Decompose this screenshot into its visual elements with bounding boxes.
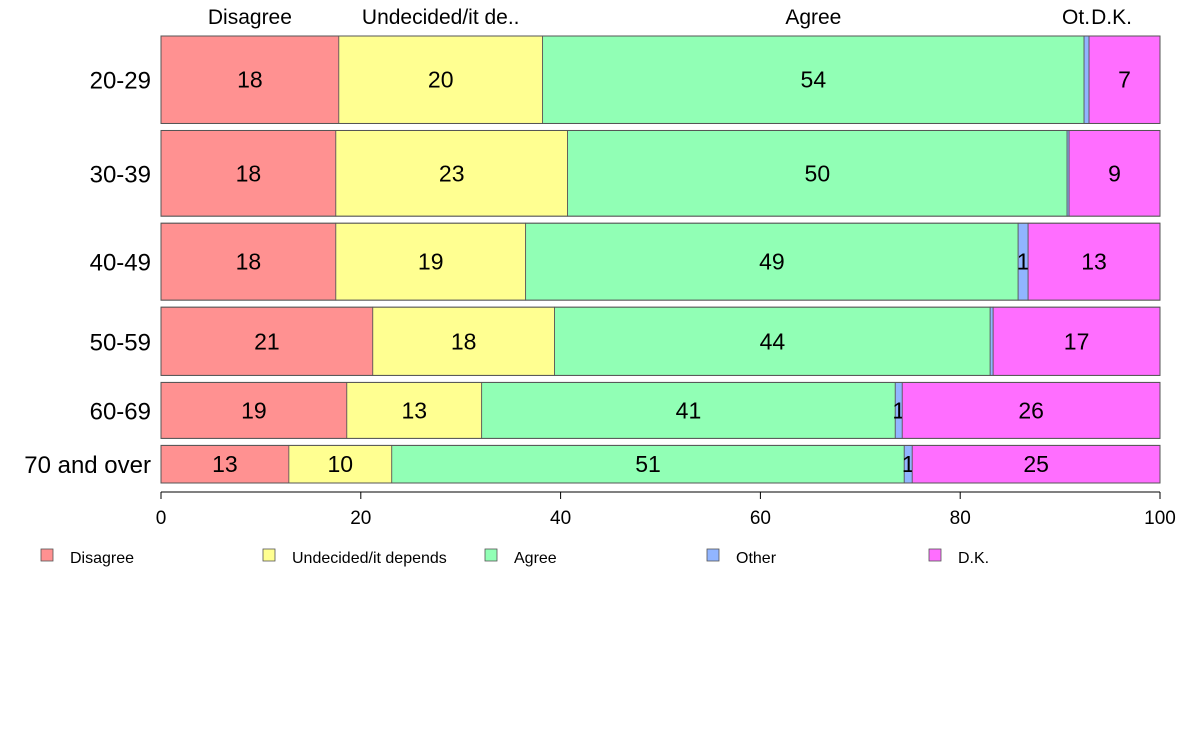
y-tick-label: 20-29 bbox=[90, 68, 151, 95]
bar-value-label: 18 bbox=[236, 249, 262, 275]
bar-value-label: 41 bbox=[676, 397, 702, 423]
x-tick-label: 0 bbox=[156, 508, 167, 529]
bar-row: 18 20 54 7 bbox=[160, 35, 1161, 124]
top-category-label: Ot. bbox=[1062, 6, 1090, 29]
legend-item: Other bbox=[706, 548, 777, 567]
bar-row: 21 18 44 17 bbox=[160, 306, 1161, 376]
bar-outline bbox=[160, 129, 1161, 217]
bar-segment bbox=[554, 306, 991, 376]
legend-label: Undecided/it depends bbox=[292, 550, 447, 567]
bar-segment bbox=[992, 306, 1161, 376]
y-tick-label: 50-59 bbox=[90, 329, 151, 356]
bar-outline bbox=[160, 444, 1161, 484]
y-tick-label: 70 and over bbox=[24, 452, 151, 479]
bar-value-label: 25 bbox=[1023, 451, 1049, 477]
bar-outline bbox=[160, 35, 1161, 124]
bar-value-label: 9 bbox=[1108, 160, 1121, 186]
bar-segment bbox=[160, 382, 348, 439]
bar-segment bbox=[1068, 130, 1161, 217]
x-tick-label: 40 bbox=[550, 508, 571, 529]
top-category-labels: Disagree Undecided/it de.. Agree Ot. D.K. bbox=[208, 6, 1132, 29]
bar-value-label: 1 bbox=[902, 451, 915, 477]
bar-segment bbox=[160, 35, 340, 124]
legend-label: Other bbox=[736, 550, 777, 567]
bar-value-label: 23 bbox=[439, 160, 465, 186]
bar-segment bbox=[1083, 35, 1090, 124]
legend: Disagree Undecided/it depends Agree Other D.… bbox=[40, 548, 989, 567]
bar-segment bbox=[525, 222, 1019, 301]
x-tick-label: 60 bbox=[750, 508, 771, 529]
bar-value-label: 18 bbox=[237, 67, 263, 93]
bar-row: 19 13 41 1 26 bbox=[160, 381, 1161, 439]
bar-segment bbox=[989, 306, 994, 376]
legend-swatch bbox=[928, 548, 942, 562]
legend-swatch bbox=[40, 548, 54, 562]
bar-value-label: 51 bbox=[635, 451, 661, 477]
bar-outline bbox=[160, 306, 1161, 376]
bar-segment bbox=[372, 306, 556, 376]
legend-label: Disagree bbox=[70, 550, 134, 567]
bar-value-label: 18 bbox=[451, 328, 477, 354]
bar-value-label: 13 bbox=[212, 451, 238, 477]
legend-swatch bbox=[484, 548, 498, 562]
top-category-label: Agree bbox=[785, 6, 841, 29]
bar-segment bbox=[481, 382, 896, 439]
top-category-label: D.K. bbox=[1091, 6, 1132, 29]
legend-item: D.K. bbox=[928, 548, 989, 567]
bar-value-label: 7 bbox=[1118, 67, 1131, 93]
bar-value-label: 44 bbox=[760, 328, 786, 354]
top-category-label: Undecided/it de.. bbox=[362, 6, 520, 29]
bar-value-label: 10 bbox=[328, 451, 354, 477]
bar-segment bbox=[901, 382, 1161, 439]
bar-value-label: 54 bbox=[801, 67, 827, 93]
y-tick-label: 40-49 bbox=[90, 250, 151, 277]
bar-value-label: 13 bbox=[401, 397, 427, 423]
bar-outline bbox=[160, 381, 1161, 439]
bar-segment bbox=[391, 444, 905, 484]
bar-segment bbox=[288, 444, 393, 484]
legend-item: Agree bbox=[484, 548, 557, 567]
bar-value-label: 49 bbox=[759, 249, 785, 275]
bar-row: 18 23 50 9 bbox=[160, 129, 1161, 217]
legend-item: Undecided/it depends bbox=[262, 548, 447, 567]
x-tick-label: 20 bbox=[350, 508, 371, 529]
bar-segment bbox=[335, 130, 568, 217]
bar-segment bbox=[338, 35, 544, 124]
legend-swatch bbox=[262, 548, 276, 562]
bar-value-label: 20 bbox=[428, 67, 454, 93]
x-axis: 0 20 40 60 80 100 bbox=[156, 491, 1176, 529]
y-tick-label: 30-39 bbox=[90, 161, 151, 188]
y-axis-labels: 20-29 30-39 40-49 50-59 60-69 70 and over bbox=[24, 68, 151, 479]
x-tick-label: 100 bbox=[1144, 508, 1176, 529]
top-category-label: Disagree bbox=[208, 6, 292, 29]
bar-value-label: 19 bbox=[241, 397, 267, 423]
bar-value-label: 26 bbox=[1018, 397, 1044, 423]
bars: 18 20 54 7 18 23 50 9 18 19 49 1 13 21 18 44 17 19 13 41 1 26… bbox=[160, 35, 1161, 484]
bar-value-label: 1 bbox=[1017, 249, 1030, 275]
legend-swatch bbox=[706, 548, 720, 562]
bar-segment bbox=[1027, 222, 1161, 301]
bar-value-label: 13 bbox=[1081, 249, 1107, 275]
bar-row: 18 19 49 1 13 bbox=[160, 222, 1161, 301]
bar-segment bbox=[1088, 35, 1161, 124]
bar-value-label: 50 bbox=[805, 160, 831, 186]
legend-item: Disagree bbox=[40, 548, 134, 567]
bar-value-label: 19 bbox=[418, 249, 444, 275]
bar-value-label: 18 bbox=[236, 160, 262, 186]
legend-label: Agree bbox=[514, 550, 557, 567]
legend-label: D.K. bbox=[958, 550, 989, 567]
bar-segment bbox=[160, 222, 337, 301]
bar-outline bbox=[160, 222, 1161, 301]
bar-segment bbox=[160, 306, 374, 376]
bar-value-label: 17 bbox=[1064, 328, 1090, 354]
bar-segment bbox=[346, 382, 483, 439]
bar-segment bbox=[911, 444, 1161, 484]
y-tick-label: 60-69 bbox=[90, 398, 151, 425]
bar-segment bbox=[567, 130, 1068, 217]
bar-value-label: 21 bbox=[254, 328, 280, 354]
bar-row: 13 10 51 1 25 bbox=[160, 444, 1161, 484]
x-tick-label: 80 bbox=[950, 508, 971, 529]
